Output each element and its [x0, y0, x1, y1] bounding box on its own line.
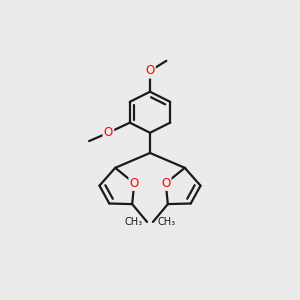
Text: O: O: [130, 177, 139, 190]
Text: O: O: [161, 177, 170, 190]
Text: CH₃: CH₃: [124, 217, 142, 227]
Text: CH₃: CH₃: [158, 217, 175, 227]
Text: O: O: [146, 64, 154, 77]
Text: O: O: [104, 126, 113, 139]
